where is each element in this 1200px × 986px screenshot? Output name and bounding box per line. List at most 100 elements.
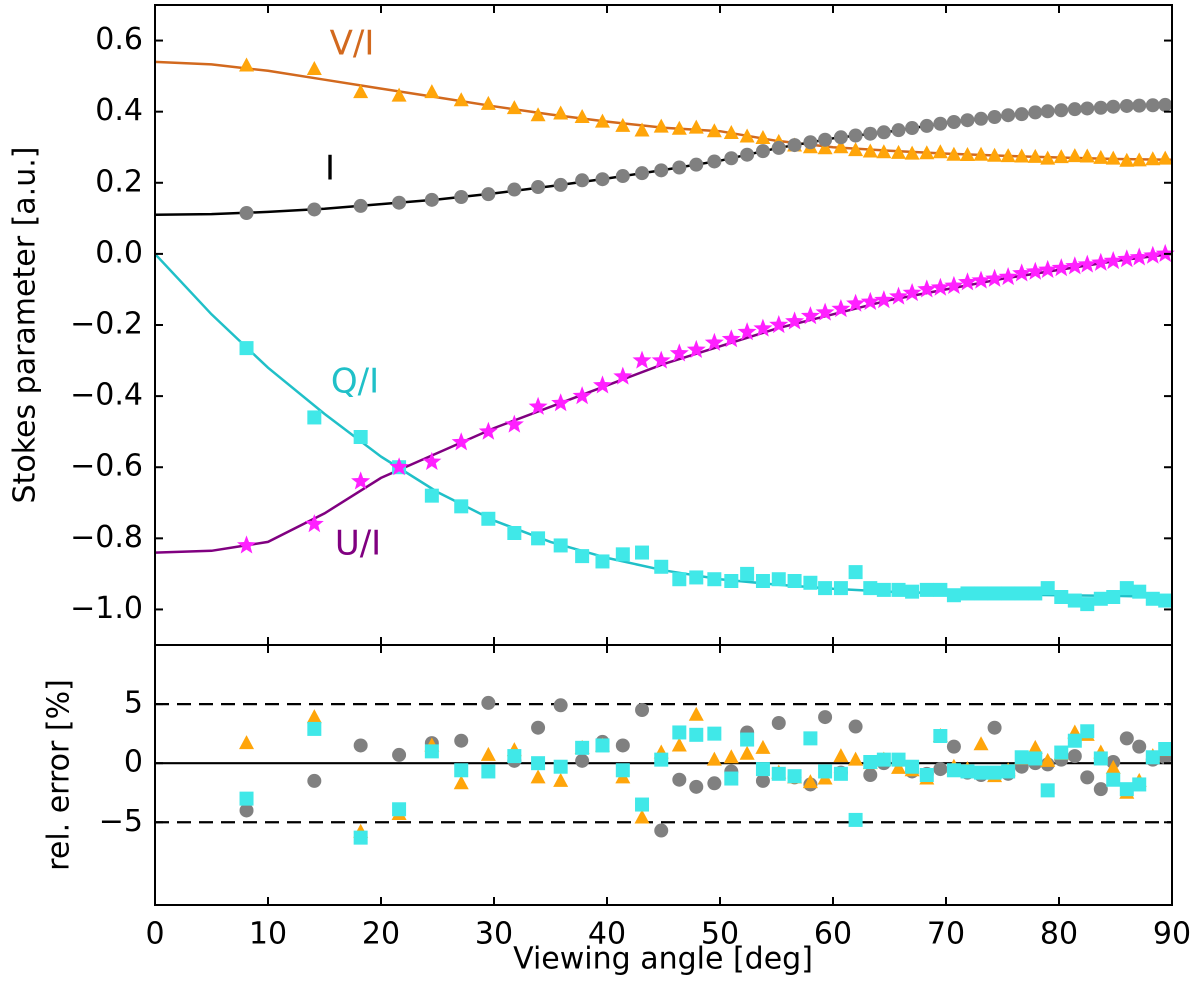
fit-line xyxy=(154,253,1173,599)
marker-star xyxy=(889,286,909,305)
marker-star xyxy=(1051,258,1071,277)
marker-square xyxy=(424,744,439,759)
marker-star xyxy=(785,311,805,330)
marker-circle xyxy=(507,182,522,197)
marker-square xyxy=(863,755,878,769)
marker-square xyxy=(787,574,802,588)
marker-circle xyxy=(672,160,687,175)
marker-star xyxy=(985,268,1005,287)
y-tick-label: −0.4 xyxy=(70,378,143,413)
series-label: V/I xyxy=(330,24,375,64)
y-axis-label: Stokes parameter [a.u.] xyxy=(8,147,43,504)
marker-star xyxy=(917,279,937,298)
marker-star xyxy=(451,432,471,451)
marker-triangle xyxy=(987,147,1003,162)
marker-square xyxy=(974,586,989,601)
marker-triangle xyxy=(817,140,833,155)
marker-star xyxy=(478,421,498,440)
marker-circle xyxy=(531,180,546,195)
marker-circle xyxy=(803,135,818,150)
marker-star xyxy=(1077,254,1097,273)
marker-circle xyxy=(755,773,770,788)
marker-square xyxy=(740,566,755,581)
y-axis-label: rel. error [%] xyxy=(42,679,77,871)
marker-square xyxy=(672,572,687,587)
marker-triangle xyxy=(723,125,739,139)
marker-square xyxy=(933,729,948,743)
marker-star xyxy=(613,366,633,385)
marker-square xyxy=(575,740,590,755)
marker-square xyxy=(1054,745,1069,760)
marker-circle xyxy=(654,163,669,178)
y-tick-label: −0.8 xyxy=(70,520,143,555)
marker-circle xyxy=(724,151,739,166)
marker-triangle xyxy=(1093,149,1109,164)
marker-triangle xyxy=(306,61,322,75)
y-tick-label: 0 xyxy=(124,745,143,780)
x-axis-label: Viewing angle [deg] xyxy=(513,942,813,977)
marker-triangle xyxy=(1105,150,1121,165)
y-tick-label: −1.0 xyxy=(70,591,143,626)
marker-triangle xyxy=(1105,759,1121,774)
marker-circle xyxy=(1119,731,1134,746)
marker-square xyxy=(239,341,254,356)
marker-triangle xyxy=(706,751,722,766)
marker-circle xyxy=(876,125,891,140)
marker-triangle xyxy=(739,128,755,143)
marker-square xyxy=(672,725,687,740)
marker-square xyxy=(818,764,833,779)
marker-circle xyxy=(933,116,948,131)
marker-star xyxy=(551,393,571,412)
marker-triangle xyxy=(671,737,687,752)
marker-circle xyxy=(239,803,254,818)
marker-square xyxy=(615,763,630,778)
marker-triangle xyxy=(862,143,878,158)
marker-circle xyxy=(771,716,786,730)
marker-circle xyxy=(575,173,590,188)
marker-circle xyxy=(353,738,368,753)
marker-circle xyxy=(933,762,948,777)
marker-circle xyxy=(1040,104,1055,119)
marker-square xyxy=(553,538,568,553)
marker-square xyxy=(553,759,568,774)
marker-star xyxy=(572,386,592,405)
marker-square xyxy=(905,759,920,774)
marker-square xyxy=(771,572,786,587)
marker-triangle xyxy=(653,118,669,133)
marker-circle xyxy=(707,776,722,791)
y-tick-label: 0.6 xyxy=(95,22,143,57)
marker-triangle xyxy=(973,146,989,161)
marker-triangle xyxy=(1067,148,1083,163)
marker-square xyxy=(960,764,975,779)
marker-star xyxy=(1143,245,1163,264)
marker-star xyxy=(800,306,820,325)
marker-circle xyxy=(689,157,704,172)
marker-square xyxy=(1158,593,1173,608)
marker-circle xyxy=(481,695,496,710)
marker-star xyxy=(721,329,741,348)
marker-triangle xyxy=(634,809,650,824)
marker-circle xyxy=(307,773,322,788)
marker-star xyxy=(860,291,880,310)
marker-square xyxy=(481,511,496,526)
x-tick-label: 80 xyxy=(1040,917,1078,952)
marker-triangle xyxy=(553,105,569,120)
marker-star xyxy=(504,414,524,433)
marker-square xyxy=(239,791,254,806)
marker-circle xyxy=(1080,770,1095,785)
marker-triangle xyxy=(480,746,496,761)
marker-square xyxy=(531,531,546,546)
marker-square xyxy=(1014,750,1029,765)
marker-square xyxy=(891,752,906,767)
marker-star xyxy=(846,293,866,312)
marker-star xyxy=(874,290,894,309)
marker-square xyxy=(946,588,961,603)
plot-frame xyxy=(154,644,1173,906)
marker-square xyxy=(1067,593,1082,608)
marker-triangle xyxy=(453,775,469,790)
y-tick-label: 0.2 xyxy=(95,164,143,199)
marker-square xyxy=(803,575,818,590)
marker-star xyxy=(651,350,671,369)
marker-circle xyxy=(553,177,568,192)
